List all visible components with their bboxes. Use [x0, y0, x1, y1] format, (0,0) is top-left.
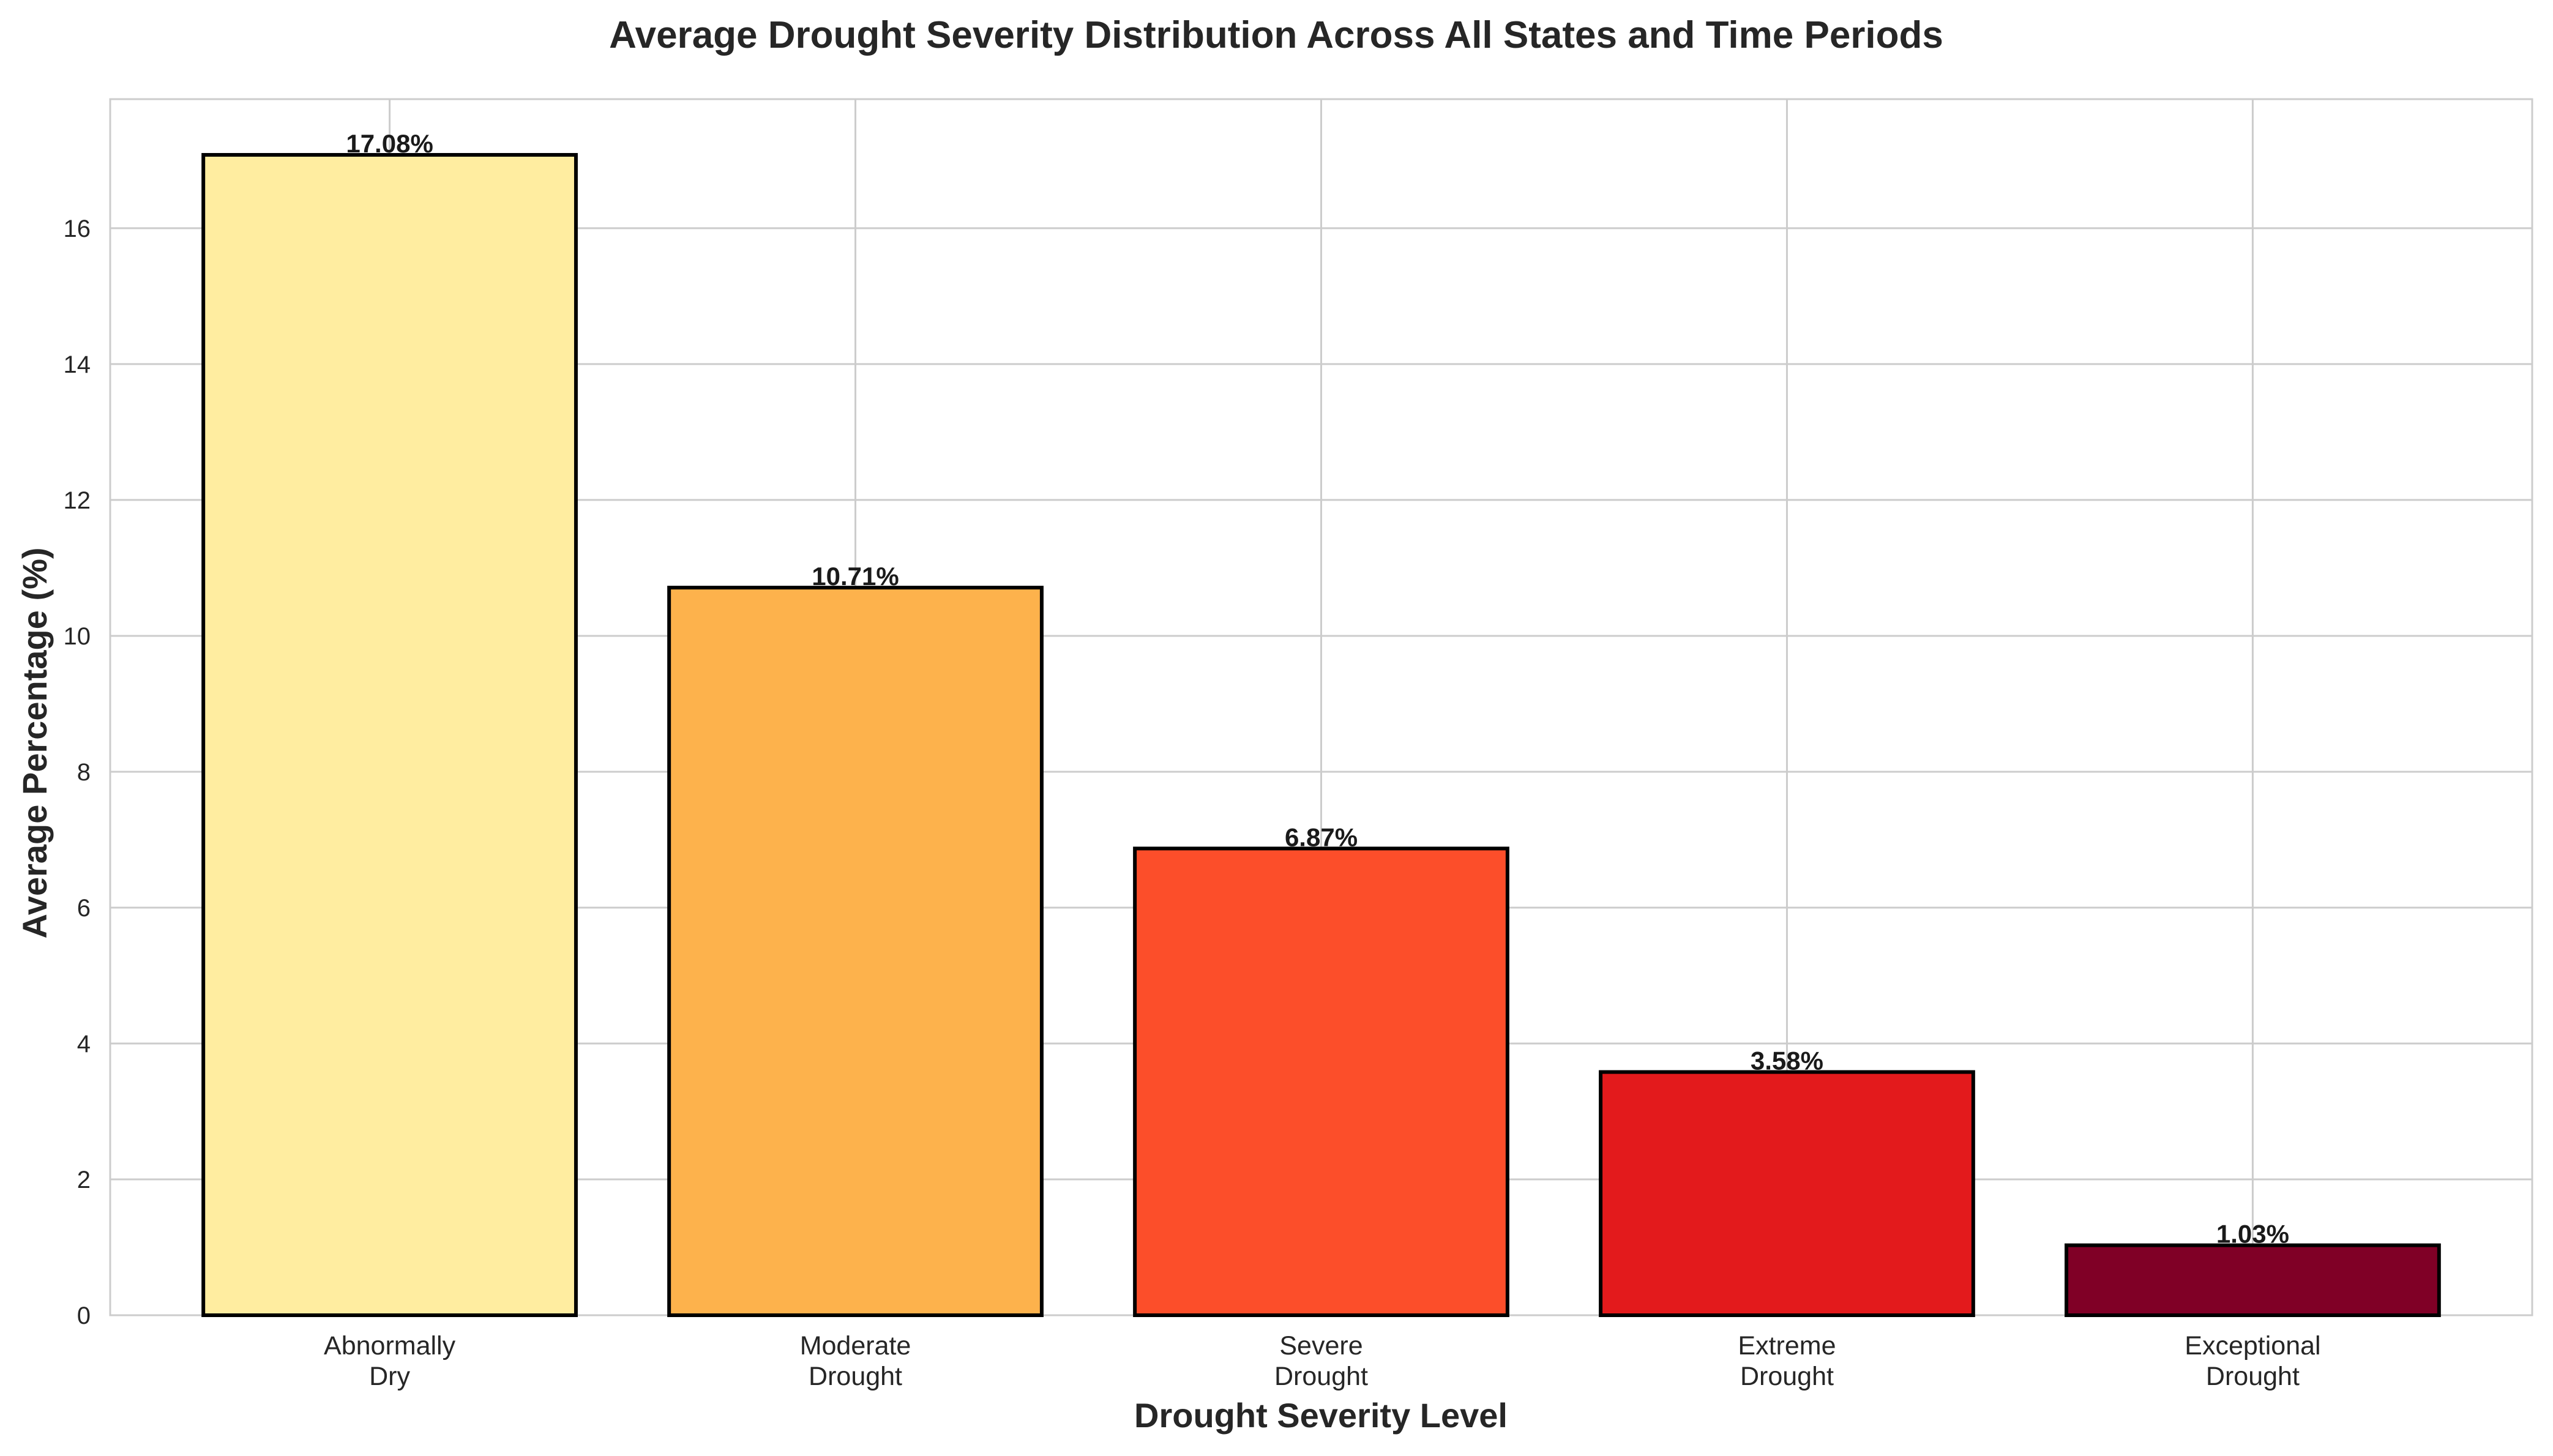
y-tick-label: 14 — [64, 351, 91, 378]
x-tick-label: Exceptional Drought — [2185, 1331, 2320, 1391]
x-tick-label-line: Exceptional — [2185, 1331, 2320, 1361]
data-label: 6.87% — [1285, 823, 1358, 851]
data-label: 17.08% — [346, 129, 433, 158]
x-tick-label: Abnormally Dry — [324, 1331, 456, 1391]
bars — [201, 153, 2441, 1318]
y-axis-label: Average Percentage (%) — [15, 547, 54, 938]
x-tick-label: Extreme Drought — [1738, 1331, 1836, 1391]
y-tick-label: 2 — [77, 1167, 91, 1193]
bar — [201, 153, 578, 1318]
y-tick-label: 10 — [64, 623, 91, 650]
chart-title: Average Drought Severity Distribution Ac… — [609, 14, 1943, 56]
y-tick-label: 6 — [77, 895, 91, 922]
x-tick-label-line: Extreme — [1738, 1331, 1836, 1361]
y-tick-label: 0 — [77, 1302, 91, 1329]
x-tick-label-line: Drought — [1274, 1362, 1368, 1391]
data-label: 3.58% — [1751, 1047, 1823, 1075]
bar — [2065, 1243, 2441, 1318]
x-tick-label-line: Dry — [369, 1362, 410, 1391]
y-tick-label: 4 — [77, 1031, 91, 1058]
data-label: 10.71% — [812, 562, 899, 591]
x-tick-label-line: Drought — [1740, 1362, 1834, 1391]
x-tick-label-line: Abnormally — [324, 1331, 456, 1361]
x-tick-label-line: Drought — [809, 1362, 902, 1391]
bar — [667, 586, 1044, 1318]
y-tick-label: 16 — [64, 215, 91, 242]
x-axis-label: Drought Severity Level — [1134, 1396, 1508, 1435]
x-tick-label: Moderate Drought — [800, 1331, 911, 1391]
x-tick-label: Severe Drought — [1274, 1331, 1368, 1391]
x-tick-label-line: Moderate — [800, 1331, 911, 1361]
x-tick-label-line: Drought — [2206, 1362, 2300, 1391]
y-tick-label: 8 — [77, 759, 91, 786]
x-tick-label-line: Severe — [1279, 1331, 1362, 1361]
bar — [1599, 1070, 1975, 1317]
bar — [1133, 846, 1509, 1317]
data-label: 1.03% — [2216, 1220, 2289, 1249]
y-tick-labels: 0 2 4 6 8 10 12 14 16 — [64, 215, 91, 1329]
data-labels: 17.08% 10.71% 6.87% 3.58% 1.03% — [346, 129, 2289, 1249]
y-tick-label: 12 — [64, 487, 91, 514]
